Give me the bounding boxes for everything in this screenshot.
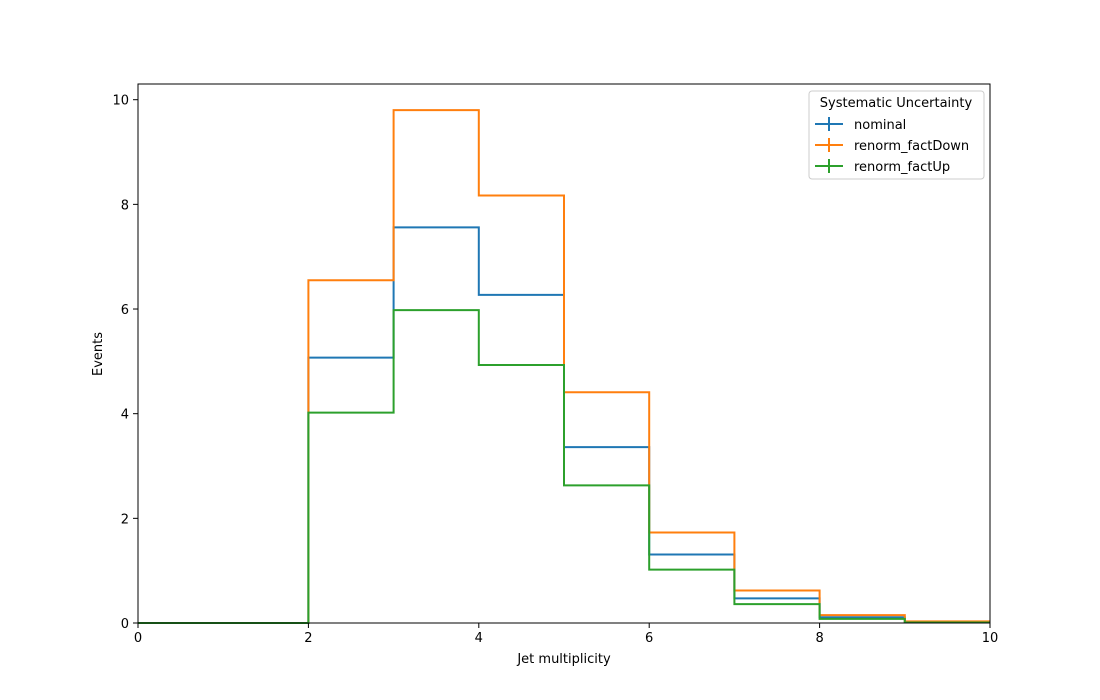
y-tick-label: 10 (112, 94, 129, 109)
legend-title: Systematic Uncertainty (820, 96, 973, 111)
legend-label-renorm_factDown: renorm_factDown (854, 139, 969, 154)
legend: Systematic Uncertainty nominal renorm_fac… (808, 90, 985, 180)
y-tick-label: 0 (121, 617, 129, 632)
legend-label-renorm_factUp: renorm_factUp (854, 160, 950, 175)
legend-box (808, 90, 985, 180)
x-tick-label: 6 (645, 631, 653, 646)
x-tick-label: 0 (134, 631, 142, 646)
y-tick-label: 6 (121, 303, 129, 318)
x-tick-label: 8 (815, 631, 823, 646)
y-tick-label: 4 (121, 408, 129, 423)
x-tick-label: 2 (304, 631, 312, 646)
y-tick-label: 2 (121, 512, 129, 527)
y-axis-label: Events (91, 332, 106, 376)
y-axis: 0 2 4 6 8 10 (112, 94, 138, 632)
legend-label-nominal: nominal (854, 118, 906, 133)
x-tick-label: 10 (982, 631, 999, 646)
y-tick-label: 8 (121, 198, 129, 213)
series-layer (138, 109, 990, 624)
plot-frame (137, 83, 991, 624)
series-renorm_factUp-step (138, 309, 990, 624)
x-axis-label: Jet multiplicity (516, 652, 611, 667)
x-tick-label: 4 (475, 631, 483, 646)
x-axis: 0 2 4 6 8 10 (134, 623, 998, 646)
